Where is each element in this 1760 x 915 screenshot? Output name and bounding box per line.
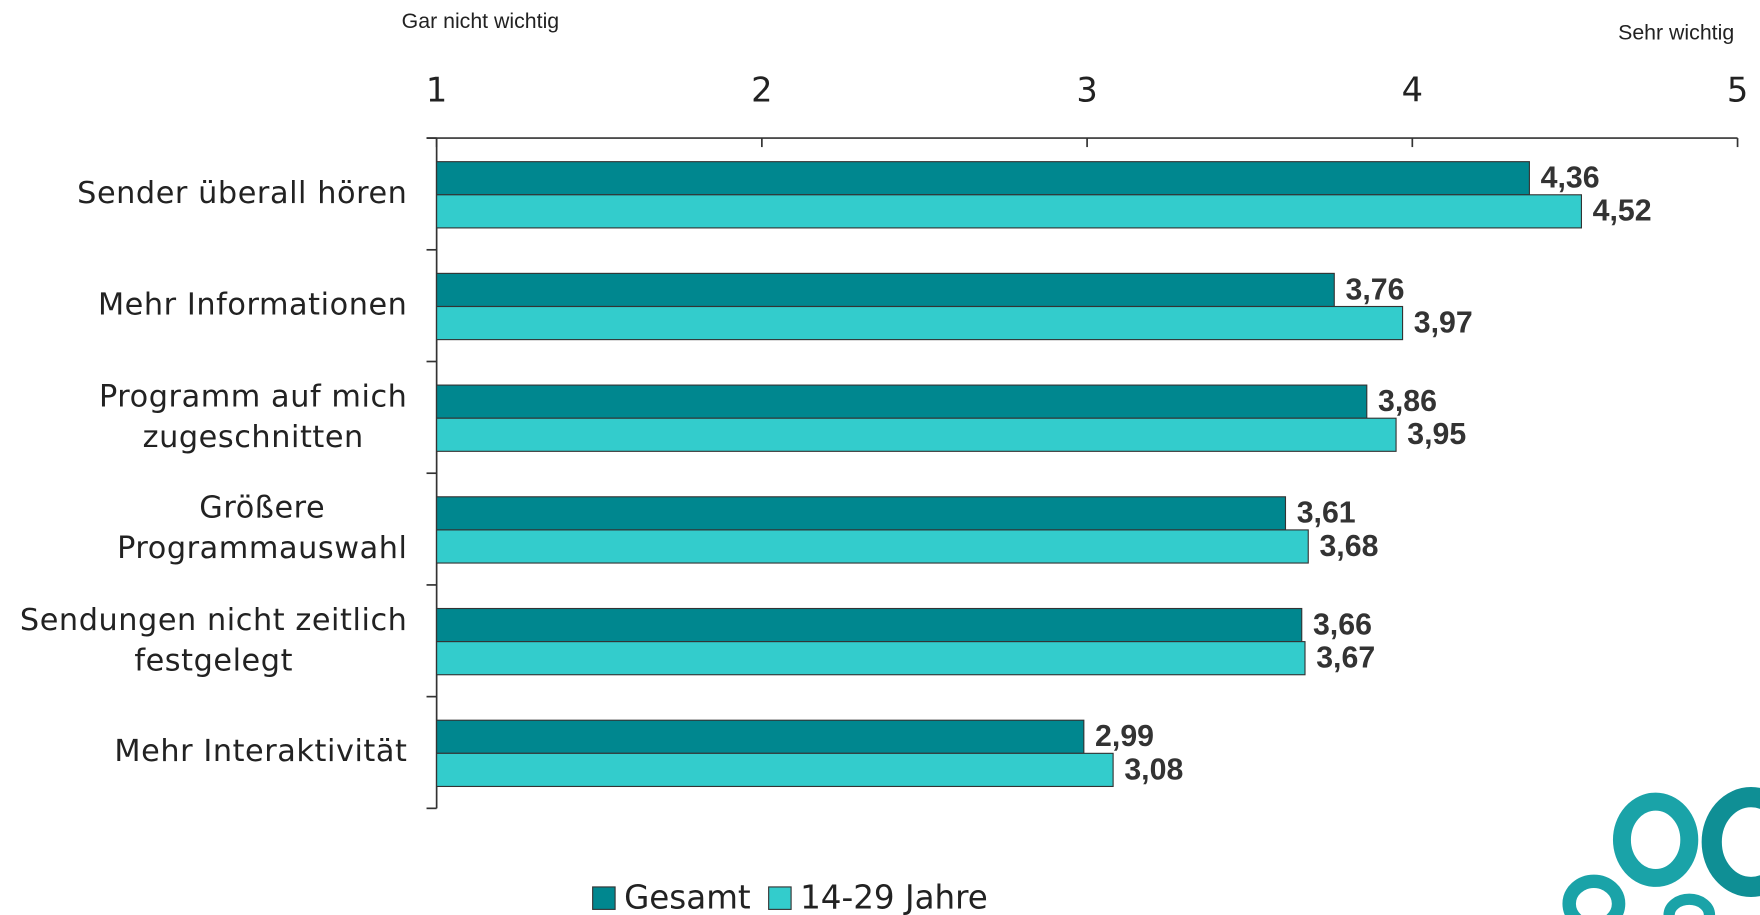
- logo: [1562, 787, 1760, 915]
- value-label: 3,97: [1414, 306, 1473, 339]
- category-label: Programm auf mich zugeschnitten: [98, 379, 408, 455]
- x-tick-label: 2: [751, 71, 772, 110]
- legend-swatch: [768, 886, 792, 910]
- bar: [436, 194, 1583, 229]
- annotation-left: Gar nicht wichtig: [402, 9, 560, 33]
- category-label: Größere Programmauswahl: [117, 490, 408, 567]
- bar: [436, 417, 1397, 452]
- bar: [436, 496, 1287, 531]
- x-tick-label: 4: [1402, 71, 1423, 110]
- bar: [436, 641, 1306, 676]
- bar: [436, 719, 1085, 754]
- legend-label: Gesamt: [624, 878, 751, 915]
- logo-ring: [1612, 792, 1699, 887]
- value-label: 3,66: [1313, 608, 1372, 641]
- logo-ring: [1701, 787, 1760, 898]
- value-label: 3,68: [1319, 530, 1378, 563]
- value-label: 2,99: [1095, 720, 1154, 753]
- bar: [436, 272, 1335, 308]
- bar: [436, 305, 1404, 341]
- legend-label: 14-29 Jahre: [800, 878, 988, 915]
- category-label: Mehr Interaktivität: [114, 734, 408, 770]
- category-label: Sendungen nicht zeitlich festgelegt: [19, 602, 408, 678]
- value-label: 3,86: [1378, 385, 1437, 418]
- legend-swatch: [592, 886, 616, 910]
- logo-ring: [1663, 893, 1716, 915]
- category-label: Sender überall hören: [77, 175, 408, 211]
- logo-ring: [1562, 874, 1626, 915]
- value-label: 3,67: [1316, 642, 1375, 675]
- value-label: 3,76: [1345, 273, 1404, 306]
- bar: [436, 384, 1368, 419]
- annotation-right: Sehr wichtig: [1618, 20, 1734, 44]
- bar: [436, 529, 1309, 564]
- value-label: 3,08: [1124, 753, 1183, 786]
- x-tick-label: 3: [1076, 71, 1097, 110]
- x-tick-label: 1: [426, 71, 447, 110]
- value-label: 3,95: [1407, 418, 1466, 451]
- bar: [436, 752, 1114, 788]
- bar: [436, 161, 1530, 196]
- bar: [436, 607, 1303, 643]
- value-label: 3,61: [1297, 497, 1356, 530]
- category-label: Mehr Informationen: [97, 287, 408, 323]
- value-label: 4,52: [1593, 195, 1652, 228]
- value-label: 4,36: [1541, 162, 1600, 195]
- x-tick-label: 5: [1727, 71, 1748, 110]
